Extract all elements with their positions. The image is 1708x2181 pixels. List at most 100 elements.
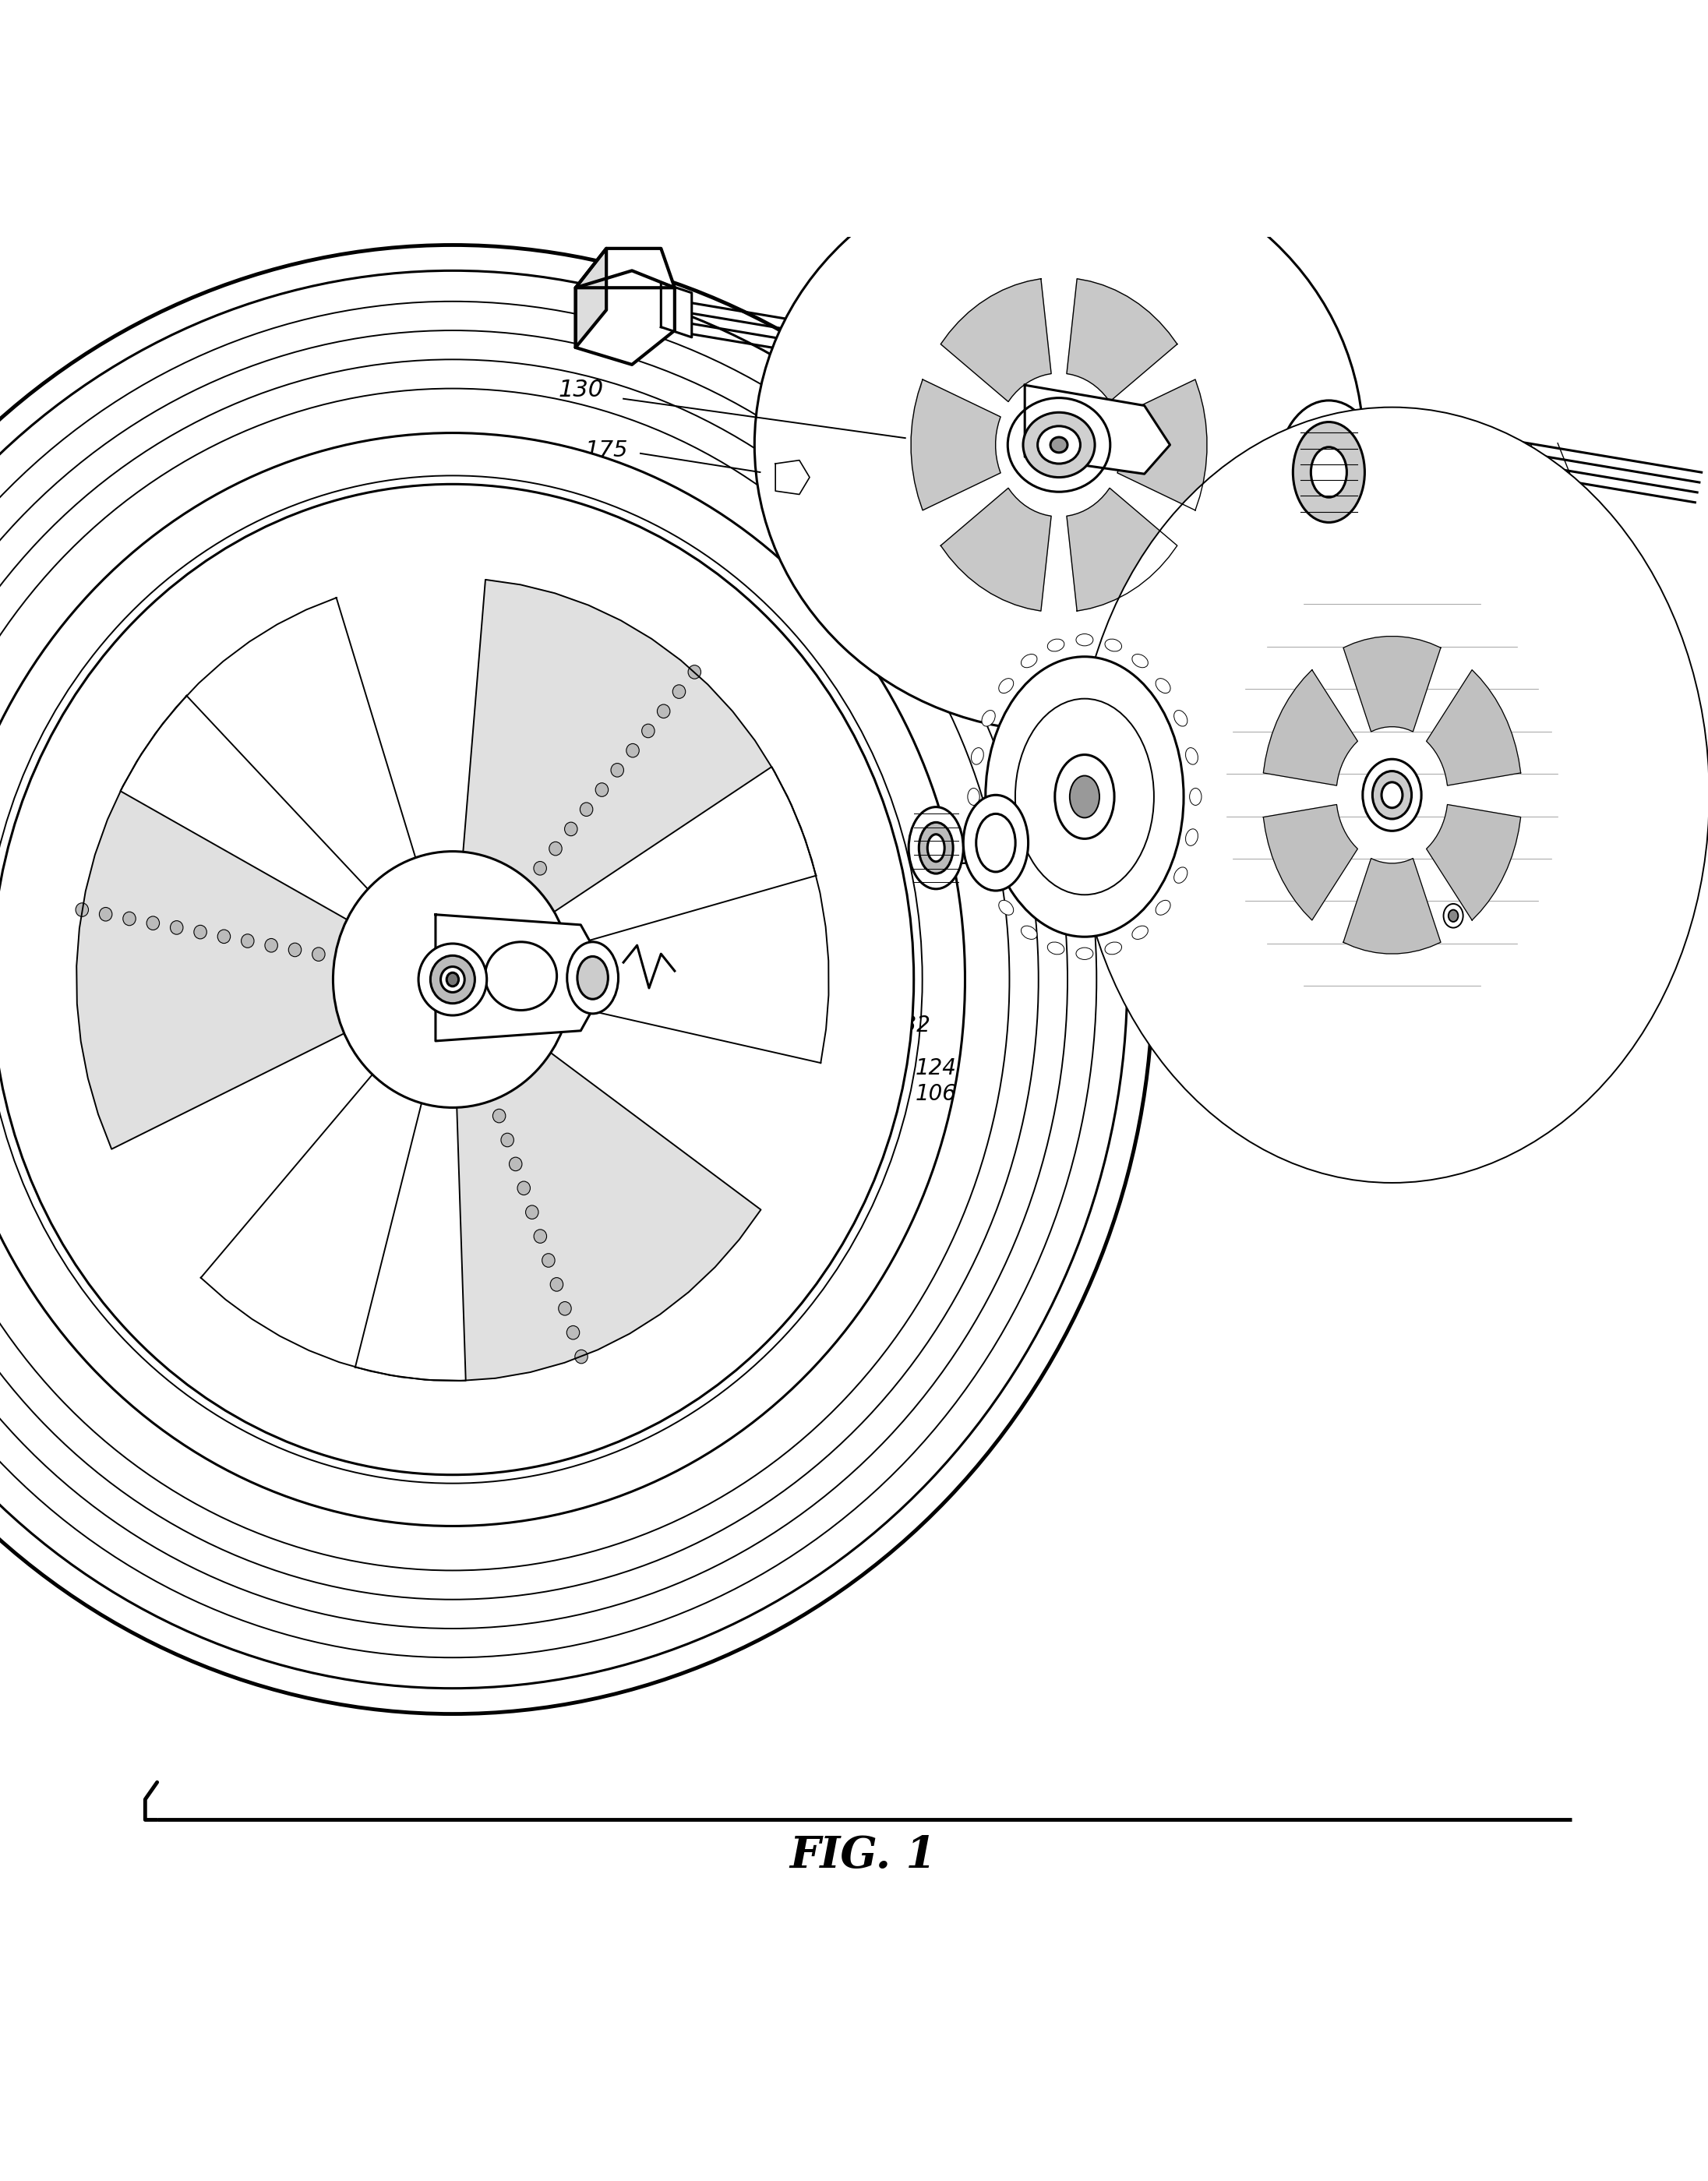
Ellipse shape — [0, 432, 965, 1527]
Ellipse shape — [518, 881, 531, 894]
Ellipse shape — [1293, 421, 1365, 523]
Ellipse shape — [1021, 654, 1037, 667]
Polygon shape — [941, 489, 1050, 611]
Ellipse shape — [526, 1206, 538, 1219]
Ellipse shape — [1185, 748, 1197, 766]
Text: 220: 220 — [1006, 742, 1047, 763]
Polygon shape — [1264, 805, 1358, 920]
Polygon shape — [1426, 805, 1520, 920]
Text: 172: 172 — [1378, 608, 1423, 630]
Text: 200: 200 — [1158, 899, 1206, 923]
Text: 162: 162 — [1093, 792, 1134, 814]
Ellipse shape — [972, 829, 984, 846]
Ellipse shape — [982, 868, 996, 883]
Ellipse shape — [627, 744, 639, 757]
Ellipse shape — [550, 842, 562, 855]
Text: 120: 120 — [318, 576, 359, 598]
Ellipse shape — [567, 942, 618, 1014]
Text: 108: 108 — [96, 731, 137, 752]
Ellipse shape — [1008, 397, 1110, 493]
Polygon shape — [775, 460, 810, 495]
Ellipse shape — [1105, 639, 1122, 652]
Polygon shape — [355, 1049, 760, 1381]
Polygon shape — [1264, 670, 1358, 785]
Ellipse shape — [1132, 654, 1148, 667]
Ellipse shape — [550, 1278, 564, 1291]
Ellipse shape — [0, 301, 1097, 1658]
Ellipse shape — [1047, 639, 1064, 652]
Text: 121: 121 — [96, 670, 137, 691]
Ellipse shape — [518, 1182, 529, 1195]
Ellipse shape — [541, 1254, 555, 1267]
Text: 130: 130 — [559, 379, 603, 401]
Ellipse shape — [673, 685, 685, 698]
Polygon shape — [77, 696, 374, 1149]
Ellipse shape — [0, 332, 1068, 1629]
Ellipse shape — [265, 938, 278, 953]
Ellipse shape — [1156, 678, 1170, 694]
Ellipse shape — [418, 944, 487, 1016]
Text: 109: 109 — [410, 576, 451, 598]
Ellipse shape — [289, 942, 301, 957]
Ellipse shape — [688, 665, 700, 678]
Text: 105: 105 — [796, 1206, 837, 1228]
Text: 110: 110 — [663, 879, 704, 901]
Ellipse shape — [755, 157, 1363, 731]
Ellipse shape — [0, 270, 1127, 1688]
Ellipse shape — [1443, 903, 1464, 927]
Ellipse shape — [1056, 755, 1114, 840]
Polygon shape — [463, 580, 816, 949]
Ellipse shape — [1278, 401, 1380, 543]
Ellipse shape — [1312, 447, 1346, 497]
Polygon shape — [1342, 637, 1442, 731]
Ellipse shape — [0, 244, 1153, 1714]
Text: 164: 164 — [1015, 713, 1056, 735]
Ellipse shape — [999, 901, 1013, 916]
Text: 175: 175 — [584, 438, 629, 460]
Text: 140: 140 — [960, 846, 1001, 868]
Ellipse shape — [0, 360, 1038, 1599]
Ellipse shape — [968, 787, 980, 805]
Ellipse shape — [509, 1158, 523, 1171]
Ellipse shape — [500, 1134, 514, 1147]
Ellipse shape — [975, 814, 1015, 872]
Ellipse shape — [1132, 927, 1148, 940]
Ellipse shape — [982, 711, 996, 726]
Ellipse shape — [123, 912, 135, 925]
Ellipse shape — [581, 803, 593, 816]
Ellipse shape — [313, 947, 325, 962]
Ellipse shape — [485, 942, 557, 1010]
Ellipse shape — [1173, 868, 1187, 883]
Ellipse shape — [1185, 829, 1197, 846]
Polygon shape — [576, 249, 675, 288]
Ellipse shape — [485, 1084, 497, 1099]
Ellipse shape — [217, 929, 231, 944]
Polygon shape — [941, 279, 1050, 401]
Ellipse shape — [611, 763, 623, 776]
Polygon shape — [1068, 279, 1177, 401]
Text: 101: 101 — [102, 855, 143, 877]
Ellipse shape — [1047, 942, 1064, 955]
Ellipse shape — [1382, 783, 1402, 807]
Text: 140: 140 — [1387, 465, 1431, 486]
Text: 107: 107 — [410, 1023, 451, 1045]
Ellipse shape — [1037, 425, 1081, 465]
Ellipse shape — [577, 957, 608, 999]
Ellipse shape — [430, 955, 475, 1003]
Ellipse shape — [1373, 772, 1411, 818]
Ellipse shape — [0, 484, 914, 1474]
Polygon shape — [1426, 670, 1520, 785]
Text: 123: 123 — [796, 1180, 837, 1202]
Ellipse shape — [1156, 901, 1170, 916]
Text: 106: 106 — [915, 1084, 956, 1106]
Ellipse shape — [1363, 759, 1421, 831]
Text: 100: 100 — [70, 912, 118, 938]
Ellipse shape — [576, 1350, 588, 1363]
Ellipse shape — [1069, 776, 1100, 818]
Ellipse shape — [972, 748, 984, 766]
Polygon shape — [436, 914, 598, 1040]
Text: FIG. 1: FIG. 1 — [789, 1834, 936, 1878]
Ellipse shape — [99, 907, 113, 920]
Ellipse shape — [0, 388, 1009, 1570]
Polygon shape — [1068, 489, 1177, 611]
